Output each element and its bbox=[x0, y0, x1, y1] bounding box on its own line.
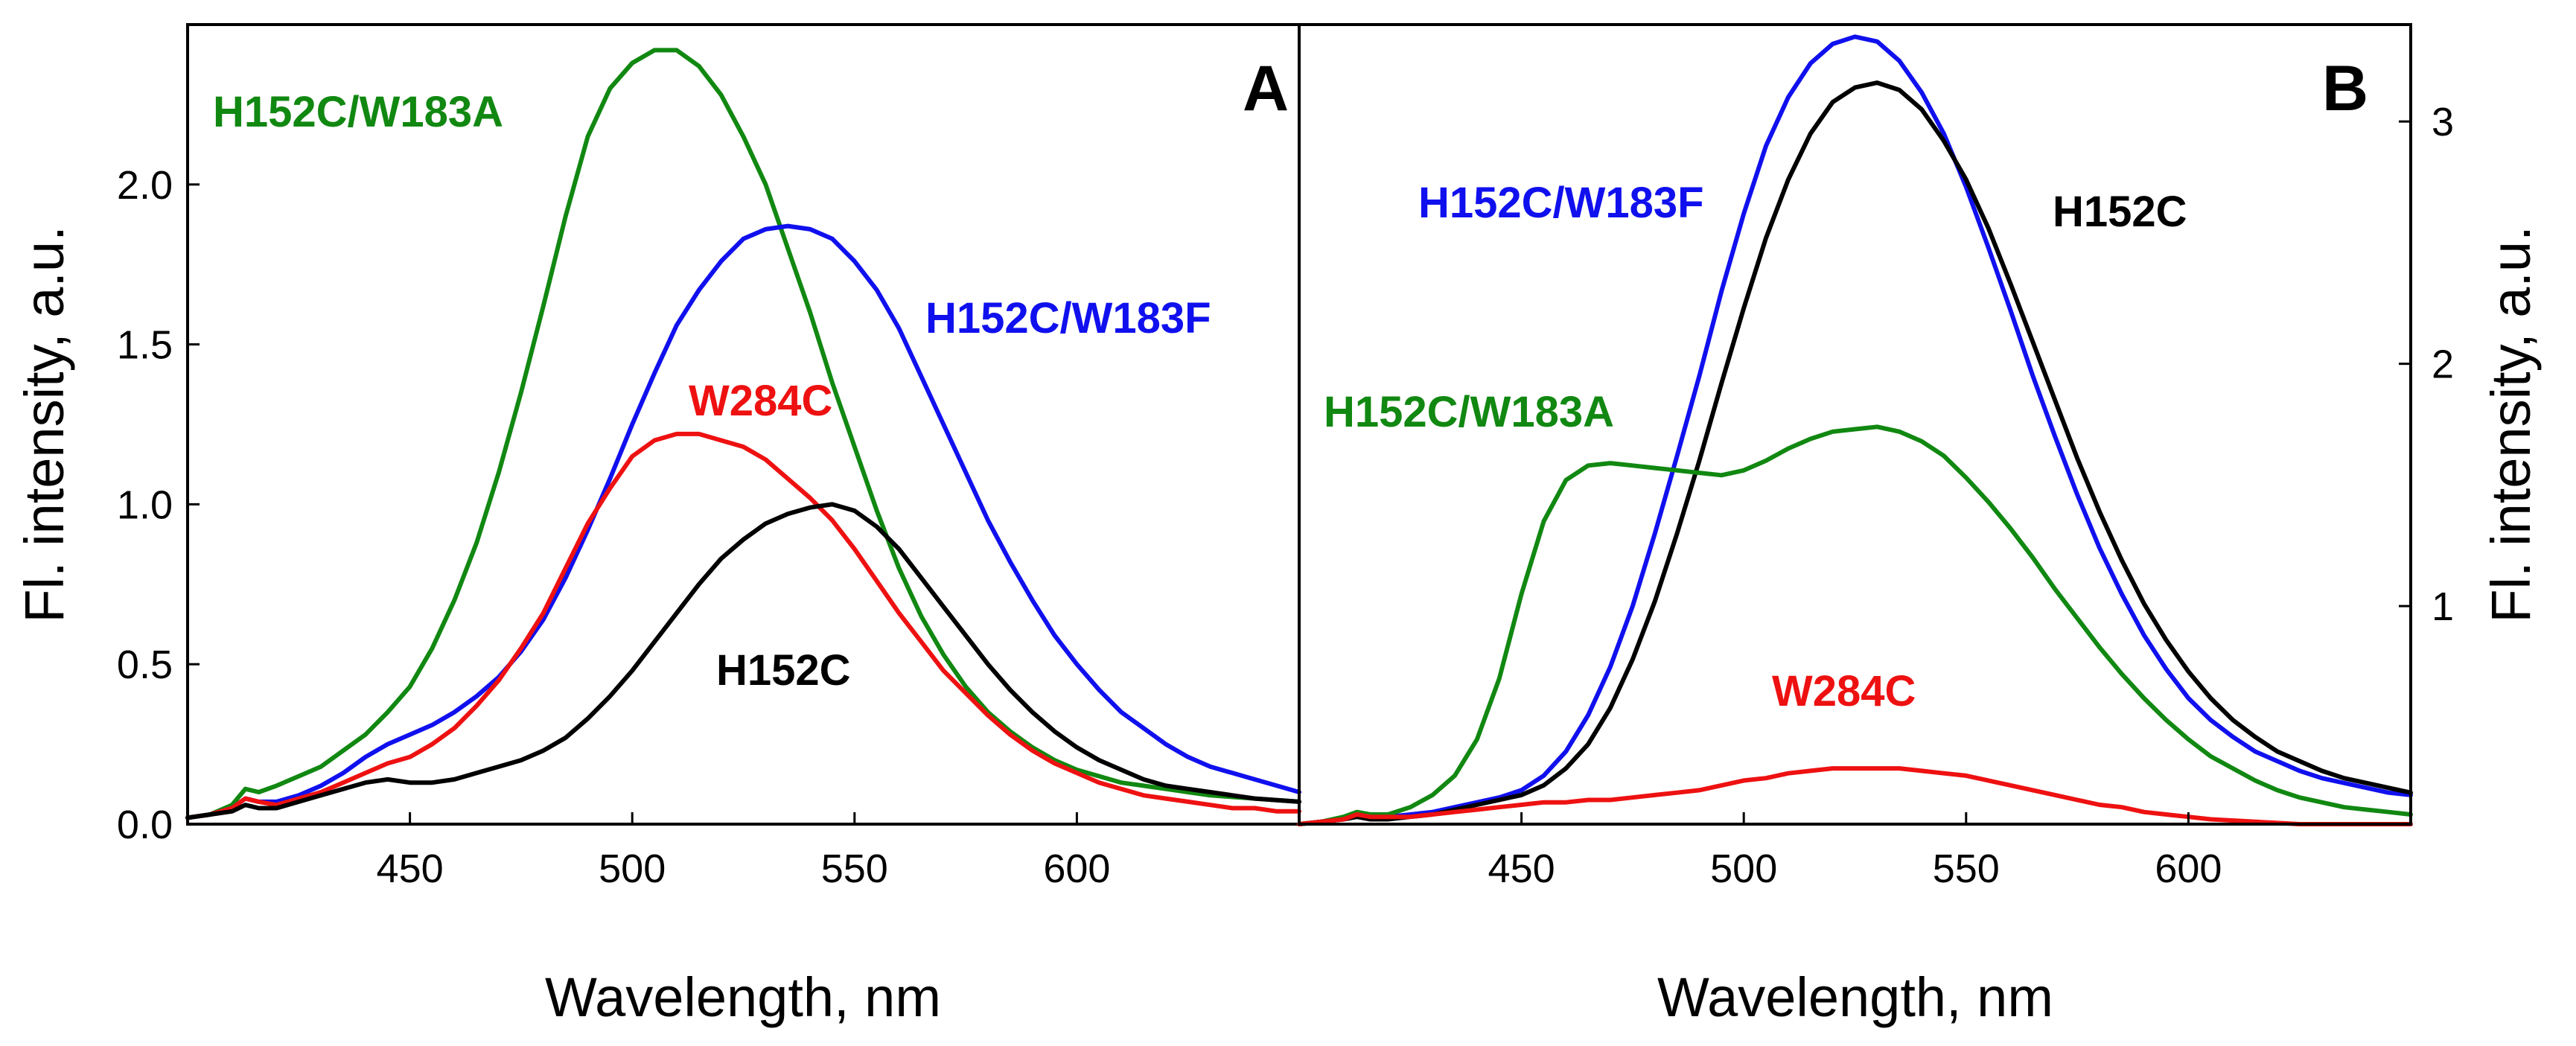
panel-b-x-axis-title: Wavelength, nm bbox=[1657, 966, 2053, 1028]
panel-a-x-tick-label: 450 bbox=[377, 846, 444, 891]
panel-a-x-tick-label: 500 bbox=[599, 846, 666, 891]
panel-b-label-w284c: W284C bbox=[1772, 667, 1916, 715]
panel-b-x-tick-label: 600 bbox=[2155, 846, 2222, 891]
panel-b-y-ticks: 1 2 3 bbox=[2399, 100, 2454, 629]
panel-b-label-h152c-w183f: H152C/W183F bbox=[1418, 179, 1704, 227]
panel-a-y-ticks: 0.0 0.5 1.0 1.5 2.0 bbox=[117, 163, 200, 847]
panel-a-line-h152c bbox=[185, 502, 1301, 820]
panel-a-y-tick-label: 0.5 bbox=[117, 642, 173, 687]
panel-a-y-tick-label: 1.5 bbox=[117, 323, 173, 368]
panel-b-y-tick-label: 2 bbox=[2432, 342, 2454, 387]
panel-b-line-w284c bbox=[1297, 766, 2413, 826]
panel-b-plot-frame bbox=[1298, 23, 2412, 826]
panel-a-y-tick-label: 2.0 bbox=[117, 163, 173, 208]
panel-b-y-axis-title: Fl. intensity, a.u. bbox=[2480, 226, 2542, 622]
panel-a-line-h152c-w183f bbox=[185, 223, 1301, 820]
panel-b-y-tick-label: 3 bbox=[2432, 100, 2454, 144]
panel-b: 450 500 550 600 1 2 3 Wavelength, nm Fl.… bbox=[1297, 23, 2542, 1028]
panel-a-letter: A bbox=[1243, 53, 1289, 124]
panel-a-x-ticks: 450 500 550 600 bbox=[377, 812, 1110, 891]
panel-b-label-h152c-w183a: H152C/W183A bbox=[1324, 388, 1614, 436]
panel-b-line-h152c bbox=[1297, 80, 2413, 826]
panel-b-line-h152c-w183f bbox=[1297, 34, 2413, 826]
panel-a-y-axis-title: Fl. intensity, a.u. bbox=[13, 226, 75, 622]
panel-a: 450 500 550 600 0.0 0.5 1.0 1.5 2.0 Wave… bbox=[13, 23, 1301, 1028]
panel-a-x-axis-title: Wavelength, nm bbox=[545, 966, 941, 1028]
panel-a-x-tick-label: 550 bbox=[821, 846, 888, 891]
panel-a-series-labels: H152C/W183A H152C/W183F W284C H152C bbox=[213, 88, 1211, 695]
panel-a-y-tick-label: 1.0 bbox=[117, 482, 173, 527]
panel-a-y-tick-label: 0.0 bbox=[117, 803, 173, 847]
panel-b-x-tick-label: 550 bbox=[1933, 846, 2000, 891]
panel-a-label-w284c: W284C bbox=[689, 377, 832, 425]
panel-a-label-h152c-w183a: H152C/W183A bbox=[213, 88, 503, 136]
panel-b-x-tick-label: 450 bbox=[1488, 846, 1555, 891]
panel-b-x-tick-label: 500 bbox=[1710, 846, 1777, 891]
panel-b-label-h152c: H152C bbox=[2053, 188, 2187, 236]
panel-b-y-tick-label: 1 bbox=[2432, 584, 2454, 629]
panel-a-line-h152c-w183a bbox=[185, 48, 1301, 820]
panel-a-x-tick-label: 600 bbox=[1043, 846, 1110, 891]
panel-b-x-ticks: 450 500 550 600 bbox=[1488, 812, 2222, 891]
panel-b-series-lines bbox=[1297, 34, 2413, 826]
panel-a-label-h152c-w183f: H152C/W183F bbox=[925, 294, 1211, 342]
panel-b-series-labels: H152C/W183F H152C H152C/W183A W284C bbox=[1324, 179, 2187, 715]
panel-a-series-lines bbox=[185, 48, 1301, 820]
panel-b-letter: B bbox=[2322, 53, 2368, 124]
panel-a-line-w284c bbox=[185, 431, 1301, 820]
panel-b-line-h152c-w183a bbox=[1297, 424, 2413, 826]
panel-a-label-h152c: H152C bbox=[716, 646, 851, 695]
